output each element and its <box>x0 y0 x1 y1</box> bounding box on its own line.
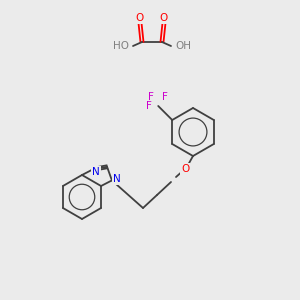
Text: F: F <box>148 92 154 102</box>
Text: HO: HO <box>113 41 129 51</box>
Text: O: O <box>181 164 189 174</box>
Text: O: O <box>136 13 144 23</box>
Text: F: F <box>162 92 168 102</box>
Text: F: F <box>146 101 152 111</box>
Text: OH: OH <box>175 41 191 51</box>
Text: N: N <box>113 174 121 184</box>
Text: N: N <box>92 167 100 177</box>
Text: O: O <box>160 13 168 23</box>
